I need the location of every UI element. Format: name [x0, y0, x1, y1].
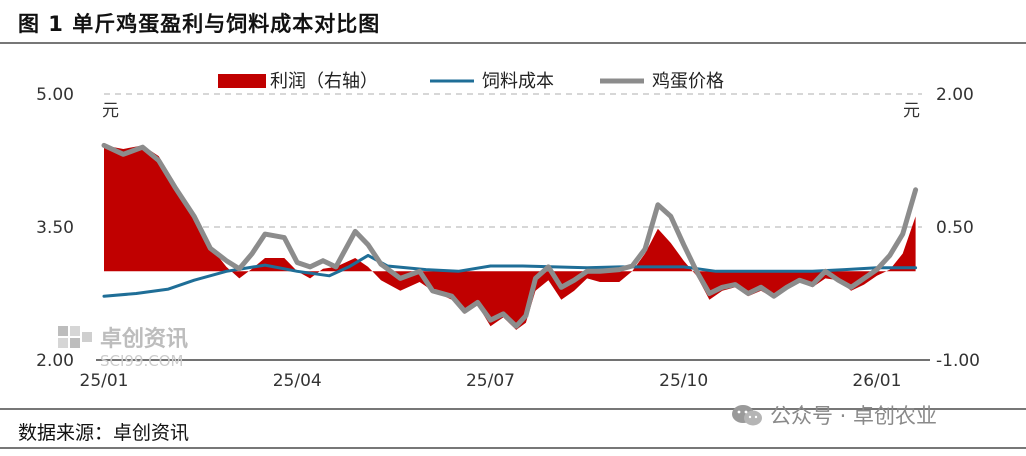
- wechat-account: 公众号 · 卓创农业: [730, 400, 937, 430]
- x-tick-label: 26/01: [852, 371, 901, 391]
- chart: 2.00 3.50 5.00 -1.00 0.50 2.00 元 元 25/01 25/04 25/…: [36, 71, 980, 391]
- legend-label: 饲料成本: [482, 71, 554, 92]
- title-rule: [0, 42, 1026, 44]
- legend-item-feed-cost: 饲料成本: [430, 71, 554, 92]
- right-tick-label: 0.50: [936, 218, 974, 238]
- watermark-cn: 卓创资讯: [100, 327, 188, 352]
- legend-swatch: [218, 74, 266, 88]
- wechat-icon: [732, 405, 762, 426]
- left-tick-label: 5.00: [36, 85, 74, 105]
- left-tick-label: 3.50: [36, 218, 74, 238]
- legend-label: 鸡蛋价格: [652, 71, 724, 92]
- series-egg-price-line: [101, 142, 919, 329]
- profit-area-layer: [104, 145, 916, 330]
- wechat-label: 公众号 · 卓创农业: [770, 404, 938, 428]
- x-tick-label: 25/04: [273, 371, 322, 391]
- legend-item-profit: 利润（右轴）: [218, 71, 378, 92]
- source-rule-bottom: [0, 447, 1026, 449]
- right-tick-label: 2.00: [936, 85, 974, 105]
- right-axis-unit: 元: [903, 101, 920, 121]
- legend: 利润（右轴） 饲料成本 鸡蛋价格: [218, 71, 724, 92]
- figure-title: 图 1 单斤鸡蛋盈利与饲料成本对比图: [18, 12, 381, 36]
- left-tick-label: 2.00: [36, 351, 74, 371]
- legend-label: 利润（右轴）: [270, 71, 378, 92]
- source-note: 数据来源：卓创资讯: [18, 422, 190, 444]
- series-profit-area: [104, 145, 916, 330]
- watermark: 卓创资讯 SCI99.COM: [58, 326, 188, 370]
- legend-item-egg-price: 鸡蛋价格: [600, 71, 724, 92]
- x-tick-label: 25/07: [466, 371, 515, 391]
- x-tick-label: 25/10: [659, 371, 708, 391]
- grid-lines: [104, 93, 922, 228]
- axes: 2.00 3.50 5.00 -1.00 0.50 2.00 元 元 25/01 25/04 25/…: [36, 85, 980, 391]
- source-rule-top: [0, 408, 1026, 410]
- left-axis-unit: 元: [102, 101, 119, 121]
- right-tick-label: -1.00: [936, 351, 980, 371]
- watermark-en: SCI99.COM: [100, 352, 184, 370]
- x-tick-label: 25/01: [80, 371, 129, 391]
- watermark-logo-icon: [58, 326, 92, 348]
- line-layer: [101, 142, 919, 329]
